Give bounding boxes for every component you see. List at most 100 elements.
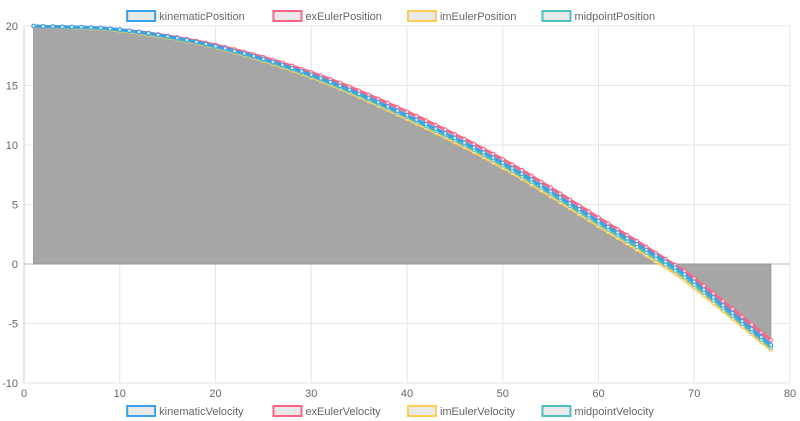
point-kinematicPosition	[471, 145, 477, 150]
x-tick-label: 70	[688, 388, 700, 400]
point-kinematicPosition	[318, 76, 324, 81]
point-kinematicPosition	[222, 46, 228, 51]
legend-item-imEulerPosition[interactable]: imEulerPosition	[406, 10, 516, 23]
x-tick-label: 0	[21, 388, 27, 400]
point-exEulerPosition	[490, 151, 496, 157]
point-kinematicPosition	[136, 29, 142, 35]
point-kinematicPosition	[165, 34, 170, 39]
point-kinematicPosition	[557, 195, 563, 200]
point-exEulerPosition	[414, 113, 419, 119]
legend-label: exEulerPosition	[305, 11, 381, 23]
point-kinematicPosition	[299, 69, 304, 74]
legend-item-kinematicPosition[interactable]: kinematicPosition	[126, 10, 245, 23]
point-exEulerPosition	[768, 337, 774, 343]
point-kinematicPosition	[605, 224, 611, 230]
legend-label: imEulerVelocity	[440, 406, 516, 418]
point-exEulerPosition	[749, 322, 755, 327]
legend-label: kinematicVelocity	[159, 406, 244, 418]
point-kinematicPosition	[155, 32, 161, 38]
legend-top[interactable]: kinematicPosition exEulerPosition imEulerP…	[126, 10, 655, 23]
point-kinematicPosition	[538, 183, 544, 188]
point-kinematicPosition	[462, 140, 467, 145]
point-exEulerPosition	[481, 146, 486, 152]
point-kinematicPosition	[730, 310, 735, 316]
legend-item-midpointVelocity[interactable]: midpointVelocity	[541, 405, 654, 418]
point-kinematicPosition	[653, 253, 659, 258]
legend-item-midpointPosition[interactable]: midpointPosition	[541, 10, 655, 23]
y-tick-label: 5	[12, 200, 18, 212]
point-kinematicPosition	[768, 342, 774, 348]
point-kinematicPosition	[529, 177, 534, 182]
point-exEulerPosition	[596, 215, 601, 220]
area-fill	[33, 25, 772, 346]
point-kinematicPosition	[127, 28, 132, 33]
legend-item-exEulerVelocity[interactable]: exEulerVelocity	[272, 405, 381, 418]
x-tick-label: 80	[784, 388, 796, 400]
legend-label: exEulerVelocity	[305, 406, 381, 418]
point-kinematicPosition	[596, 218, 601, 224]
point-kinematicPosition	[31, 23, 36, 29]
point-kinematicPosition	[40, 24, 46, 29]
legend-item-kinematicVelocity[interactable]: kinematicVelocity	[126, 405, 244, 418]
point-kinematicPosition	[433, 126, 439, 131]
point-exEulerPosition	[758, 330, 764, 335]
point-kinematicPosition	[289, 65, 295, 71]
legend-swatch	[406, 10, 437, 22]
point-kinematicPosition	[232, 48, 237, 54]
point-exEulerPosition	[529, 173, 534, 179]
x-tick-label: 10	[114, 388, 126, 400]
legend-swatch	[541, 10, 572, 22]
point-kinematicPosition	[194, 39, 199, 45]
point-kinematicPosition	[749, 326, 755, 332]
point-kinematicPosition	[375, 99, 381, 105]
point-kinematicPosition	[414, 117, 419, 122]
legend-swatch	[126, 10, 157, 22]
point-kinematicPosition	[443, 130, 448, 136]
legend-item-imEulerVelocity[interactable]: imEulerVelocity	[406, 405, 516, 418]
point-exEulerPosition	[500, 156, 506, 162]
y-tick-label: -10	[2, 378, 18, 390]
y-tick-label: 0	[12, 259, 18, 271]
point-kinematicPosition	[98, 25, 103, 31]
point-kinematicPosition	[270, 59, 276, 65]
point-exEulerPosition	[452, 131, 458, 137]
point-kinematicPosition	[213, 43, 218, 49]
legend-label: midpointVelocity	[574, 406, 654, 418]
point-kinematicPosition	[672, 265, 678, 270]
point-kinematicPosition	[146, 31, 151, 36]
point-kinematicPosition	[60, 24, 65, 30]
point-exEulerPosition	[443, 127, 448, 132]
legend-label: imEulerPosition	[440, 11, 516, 23]
point-kinematicPosition	[510, 165, 515, 171]
point-kinematicPosition	[328, 79, 333, 85]
legend-swatch	[541, 405, 572, 417]
point-kinematicPosition	[356, 91, 362, 97]
point-kinematicPosition	[280, 62, 285, 68]
x-tick-label: 50	[497, 388, 509, 400]
point-kinematicPosition	[261, 56, 266, 62]
point-kinematicPosition	[644, 247, 649, 253]
x-axis: 0 10 20 30 40 50 60 70 80	[21, 388, 796, 400]
point-kinematicPosition	[88, 25, 94, 30]
point-kinematicPosition	[758, 334, 764, 340]
point-exEulerPosition	[404, 109, 410, 114]
point-kinematicPosition	[567, 201, 573, 206]
y-tick-label: 10	[6, 140, 18, 152]
point-exEulerPosition	[462, 136, 467, 142]
legend-bottom[interactable]: kinematicVelocity exEulerVelocity imEulerV…	[126, 405, 654, 418]
point-kinematicPosition	[624, 236, 630, 241]
point-exEulerPosition	[548, 185, 553, 190]
legend-swatch	[126, 405, 157, 417]
point-exEulerPosition	[720, 298, 726, 304]
point-kinematicPosition	[720, 303, 726, 308]
x-tick-label: 60	[592, 388, 604, 400]
x-tick-label: 20	[209, 388, 221, 400]
point-kinematicPosition	[366, 95, 372, 101]
legend-item-exEulerPosition[interactable]: exEulerPosition	[272, 10, 382, 23]
point-kinematicPosition	[519, 171, 525, 177]
y-tick-label: -5	[8, 319, 18, 331]
point-kinematicPosition	[395, 108, 400, 114]
point-kinematicPosition	[711, 295, 716, 300]
point-kinematicPosition	[308, 72, 314, 78]
